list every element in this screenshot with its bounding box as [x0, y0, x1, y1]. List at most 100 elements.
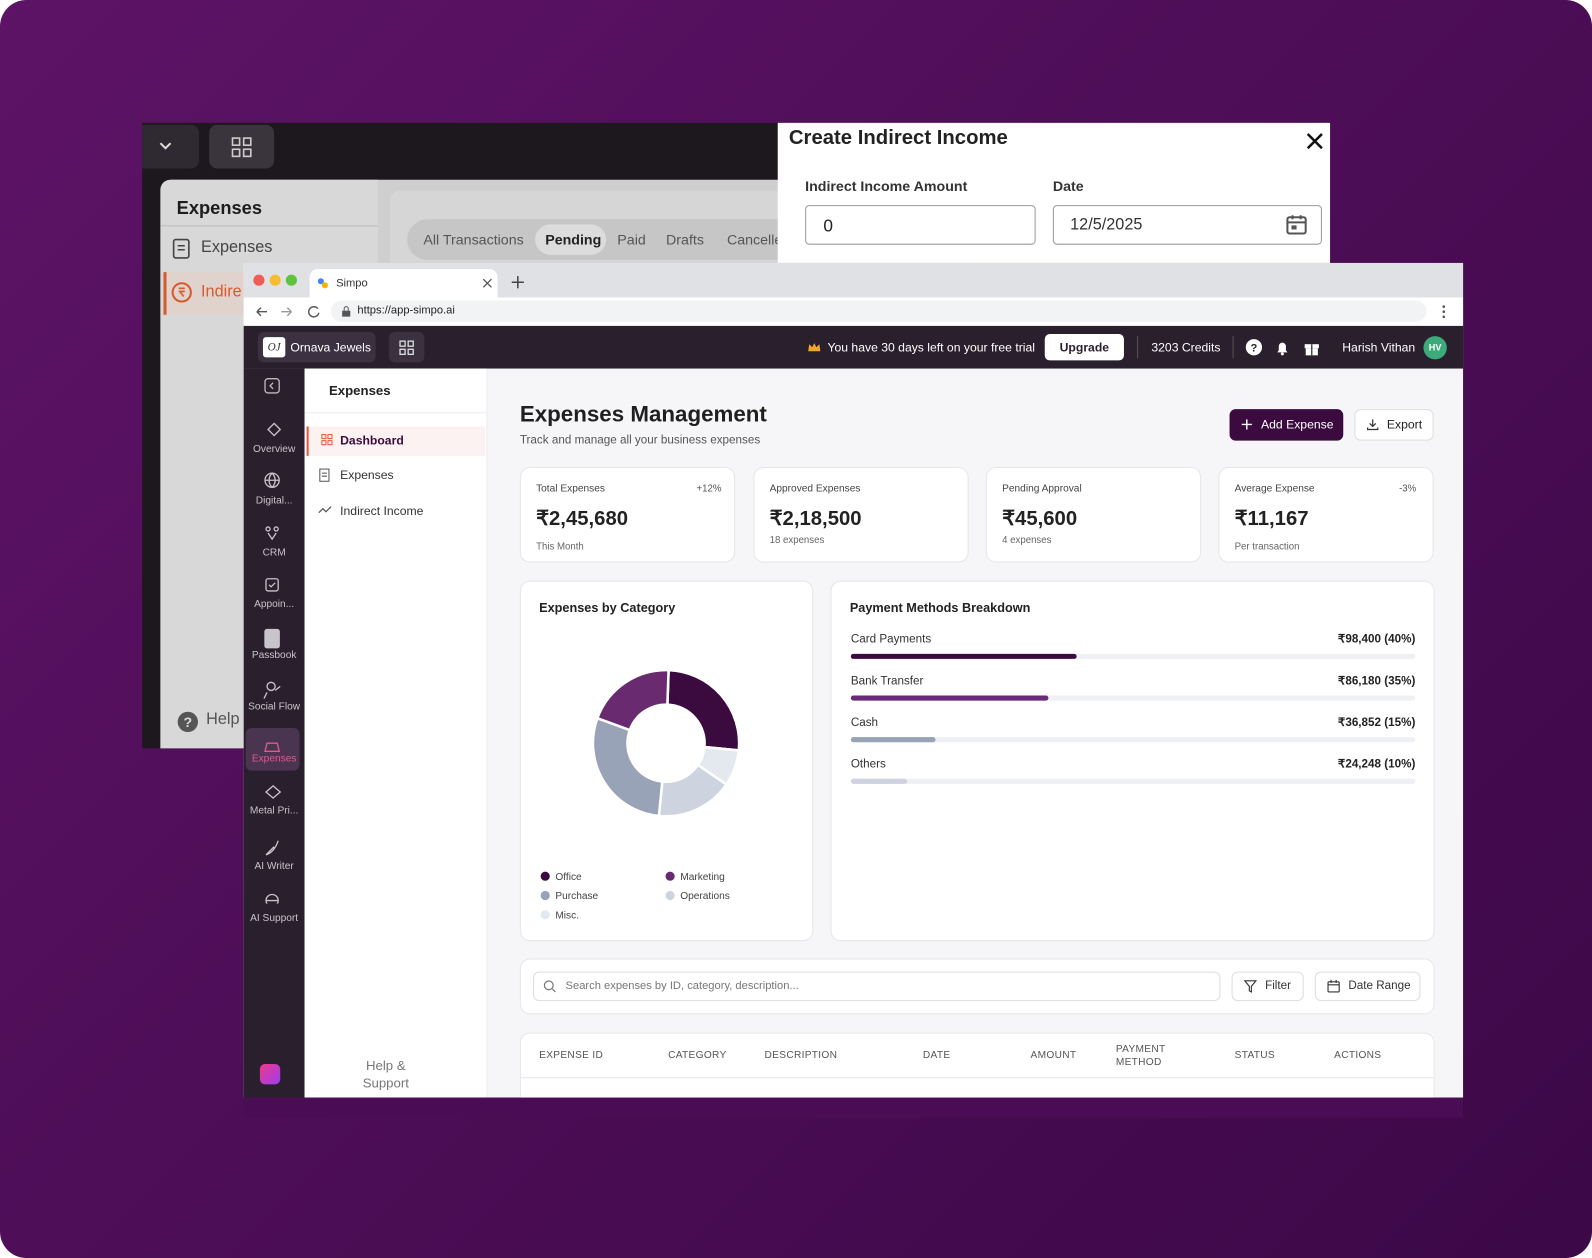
- apps-button[interactable]: [388, 332, 425, 363]
- bar-value: ₹86,180 (35%): [1338, 674, 1416, 687]
- favicon: [317, 278, 328, 289]
- bar-label: Others: [851, 758, 886, 771]
- bar-value: ₹36,852 (15%): [1338, 716, 1416, 729]
- tab-close[interactable]: [481, 277, 493, 289]
- pie-slice: [595, 668, 670, 732]
- table-header: ACTIONS: [1334, 1049, 1382, 1061]
- legend-swatch: [665, 871, 675, 881]
- bar-label: Bank Transfer: [851, 674, 924, 687]
- bar: [850, 653, 1077, 659]
- field-label: Indirect Income Amount: [805, 177, 968, 194]
- stat-card: [985, 467, 1202, 563]
- new-tab[interactable]: [511, 275, 525, 289]
- help-support[interactable]: Help & Support: [362, 1057, 409, 1091]
- stat-label: Average Expense: [1234, 483, 1315, 495]
- crown-icon: [808, 343, 821, 352]
- nav-label[interactable]: AI Writer: [254, 860, 294, 873]
- avatar[interactable]: HV: [1423, 336, 1447, 360]
- date-range-button[interactable]: Date Range: [1314, 971, 1421, 1002]
- amount-input[interactable]: 0: [805, 205, 1036, 245]
- tab[interactable]: Drafts: [666, 231, 704, 248]
- bar-value: ₹98,400 (40%): [1338, 633, 1416, 646]
- divider: [1232, 336, 1234, 359]
- subnav-item[interactable]: Indirect Income: [340, 503, 424, 518]
- nav-label[interactable]: AI Support: [250, 912, 299, 924]
- sub-sidebar: [304, 368, 488, 1098]
- tab[interactable]: Pending: [545, 231, 602, 248]
- stat-value: ₹45,600: [1002, 507, 1078, 530]
- window-cut: [243, 1097, 1464, 1118]
- legend-swatch: [540, 910, 550, 920]
- chart-title: Payment Methods Breakdown: [849, 601, 1031, 616]
- chart-title: Expenses by Category: [539, 601, 676, 616]
- nav-label[interactable]: Metal Pri...: [249, 805, 299, 817]
- chevron-icon: [159, 142, 172, 150]
- search-input[interactable]: Search expenses by ID, category, descrip…: [533, 971, 1221, 1002]
- grid-icon: [399, 340, 414, 356]
- calendar-icon[interactable]: [1285, 213, 1307, 235]
- modal-title: Create Indirect Income: [788, 126, 1008, 150]
- bar-track: [850, 737, 1416, 743]
- pie-slice: [591, 716, 664, 818]
- table-divider: [519, 1077, 1435, 1079]
- nav-label[interactable]: Appoin...: [254, 599, 295, 611]
- tab[interactable]: All Transactions: [423, 231, 524, 248]
- back-sidebar-item[interactable]: Indire: [201, 283, 242, 301]
- download-icon: [1367, 419, 1379, 431]
- date-input[interactable]: 12/5/2025: [1052, 205, 1322, 245]
- help-icon: ?: [177, 711, 198, 733]
- nav-label[interactable]: Overview: [252, 443, 296, 455]
- menu-icon[interactable]: [1440, 304, 1448, 320]
- window-controls[interactable]: [252, 273, 303, 287]
- table-header: DESCRIPTION: [764, 1049, 838, 1061]
- nav-label[interactable]: Social Flow: [248, 701, 301, 713]
- filter-icon: [1243, 980, 1257, 993]
- divider: [1137, 336, 1139, 359]
- subnav-item[interactable]: Expenses: [340, 468, 394, 483]
- nav-label[interactable]: CRM: [262, 547, 286, 559]
- subnav-active: [306, 426, 486, 456]
- legend-label: Misc.: [555, 910, 579, 921]
- tab-active: [535, 224, 607, 255]
- subnav-item[interactable]: Dashboard: [340, 433, 404, 448]
- doc-icon: [319, 468, 330, 482]
- upgrade-button[interactable]: Upgrade: [1044, 334, 1124, 361]
- back-sidebar-item[interactable]: Expenses: [201, 238, 273, 256]
- bar: [850, 695, 1049, 701]
- plus-icon: [1241, 419, 1252, 430]
- brand-logo[interactable]: [259, 1064, 281, 1085]
- back-help[interactable]: Help: [206, 710, 240, 728]
- stat-note: 4 expenses: [1002, 535, 1052, 547]
- trend-icon: [318, 506, 332, 514]
- dropdown-button[interactable]: [142, 124, 200, 169]
- nav-buttons[interactable]: [254, 304, 325, 320]
- legend-label: Office: [555, 872, 582, 883]
- stat-label: Total Expenses: [536, 483, 605, 495]
- close-button[interactable]: [1304, 130, 1326, 152]
- bar-track: [850, 778, 1416, 784]
- divider: [304, 412, 488, 414]
- nav-label[interactable]: Digital...: [255, 495, 293, 507]
- nav-label[interactable]: Expenses: [251, 753, 297, 765]
- tab[interactable]: Cancelle: [726, 231, 778, 248]
- collapse-icon[interactable]: [263, 377, 281, 395]
- nav-label[interactable]: Passbook: [251, 649, 297, 661]
- workspace-name: Ornava Jewels: [290, 340, 371, 355]
- table-header: DATE: [922, 1049, 951, 1061]
- filter-button[interactable]: Filter: [1231, 971, 1304, 1002]
- header-icons[interactable]: ?: [1245, 338, 1322, 356]
- browser-tab[interactable]: [309, 269, 498, 298]
- pie-slice: [666, 668, 741, 752]
- lock-icon: [342, 306, 351, 317]
- stat-card: [1218, 467, 1434, 563]
- tab[interactable]: Paid: [617, 231, 646, 248]
- sub-sidebar-title: Expenses: [328, 382, 391, 399]
- address-bar[interactable]: [330, 300, 1427, 322]
- apps-button[interactable]: [209, 124, 275, 169]
- stat-note: 18 expenses: [769, 535, 825, 547]
- trial-notice: You have 30 days left on your free trial: [827, 340, 1035, 355]
- export-button[interactable]: Export: [1354, 409, 1434, 441]
- page-title: Expenses Management: [519, 401, 767, 427]
